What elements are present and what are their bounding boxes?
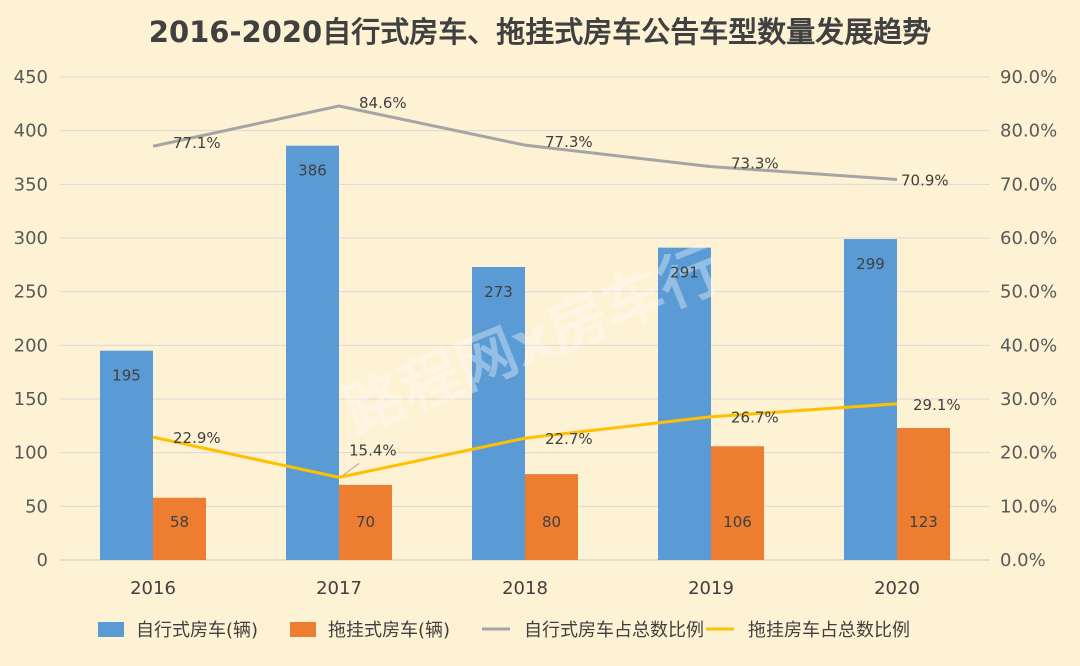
legend-label: 拖挂房车占总数比例 [748, 620, 910, 641]
bar-trailer [711, 446, 764, 560]
bar-value-label: 80 [542, 513, 561, 531]
bar-motorhome [286, 145, 339, 560]
y-right-tick-label: 0.0% [1000, 550, 1046, 571]
bar-value-label: 195 [112, 367, 141, 385]
bar-value-label: 58 [170, 513, 189, 531]
y-left-tick-label: 150 [14, 389, 48, 410]
y-left-tick-label: 0 [37, 550, 48, 571]
bar-motorhome [472, 266, 525, 560]
bar-trailer [339, 484, 392, 560]
y-right-tick-label: 10.0% [1000, 496, 1057, 517]
bar-value-label: 386 [298, 162, 327, 180]
legend-label: 自行式房车占总数比例 [524, 620, 704, 641]
bar-trailer [525, 474, 578, 560]
y-left-tick-label: 350 [14, 174, 48, 195]
line-value-label: 22.7% [545, 430, 593, 448]
y-left-tick-label: 300 [14, 228, 48, 249]
line-value-label: 73.3% [731, 155, 779, 173]
line-value-label: 26.7% [731, 409, 779, 427]
y-right-tick-label: 70.0% [1000, 174, 1057, 195]
x-category-label: 2018 [502, 578, 548, 599]
y-left-tick-label: 450 [14, 67, 48, 88]
y-left-tick-label: 400 [14, 121, 48, 142]
bar-value-label: 273 [484, 283, 513, 301]
bar-value-label: 299 [856, 255, 885, 273]
line-value-label: 77.1% [173, 134, 221, 152]
chart-title: 2016-2020自行式房车、拖挂式房车公告车型数量发展趋势 [149, 15, 931, 49]
line-value-label: 22.9% [173, 429, 221, 447]
y-left-tick-label: 100 [14, 443, 48, 464]
line-value-label: 29.1% [913, 396, 961, 414]
line-value-label: 77.3% [545, 133, 593, 151]
y-right-tick-label: 50.0% [1000, 282, 1057, 303]
x-category-label: 2020 [874, 578, 920, 599]
line-value-label: 70.9% [901, 172, 949, 190]
line-trailer-share [152, 402, 898, 479]
legend-label: 拖挂式房车(辆) [328, 620, 450, 641]
bar-trailer [897, 427, 950, 560]
legend-swatch [290, 622, 316, 637]
bar-value-label: 70 [356, 513, 375, 531]
y-right-tick-label: 90.0% [1000, 67, 1057, 88]
label-leader-line [342, 462, 360, 476]
x-category-label: 2017 [316, 578, 362, 599]
y-right-tick-label: 40.0% [1000, 335, 1057, 356]
y-left-tick-label: 50 [25, 496, 48, 517]
y-right-tick-label: 80.0% [1000, 121, 1057, 142]
bar-motorhome [658, 247, 711, 560]
y-right-tick-label: 30.0% [1000, 389, 1057, 410]
line-value-label: 15.4% [349, 441, 397, 459]
x-category-label: 2019 [688, 578, 734, 599]
line-motorhome-share [152, 104, 898, 181]
bar-trailer [153, 497, 206, 560]
legend-swatch [98, 622, 124, 637]
bar-value-label: 291 [670, 264, 699, 282]
bar-value-label: 123 [909, 513, 938, 531]
line-value-label: 84.6% [359, 94, 407, 112]
y-left-tick-label: 200 [14, 335, 48, 356]
y-right-tick-label: 20.0% [1000, 443, 1057, 464]
y-right-tick-label: 60.0% [1000, 228, 1057, 249]
x-category-label: 2016 [130, 578, 176, 599]
y-left-tick-label: 250 [14, 282, 48, 303]
bar-motorhome [844, 239, 897, 560]
bar-value-label: 106 [723, 513, 752, 531]
bar-motorhome [100, 350, 153, 560]
legend-label: 自行式房车(辆) [136, 620, 258, 641]
